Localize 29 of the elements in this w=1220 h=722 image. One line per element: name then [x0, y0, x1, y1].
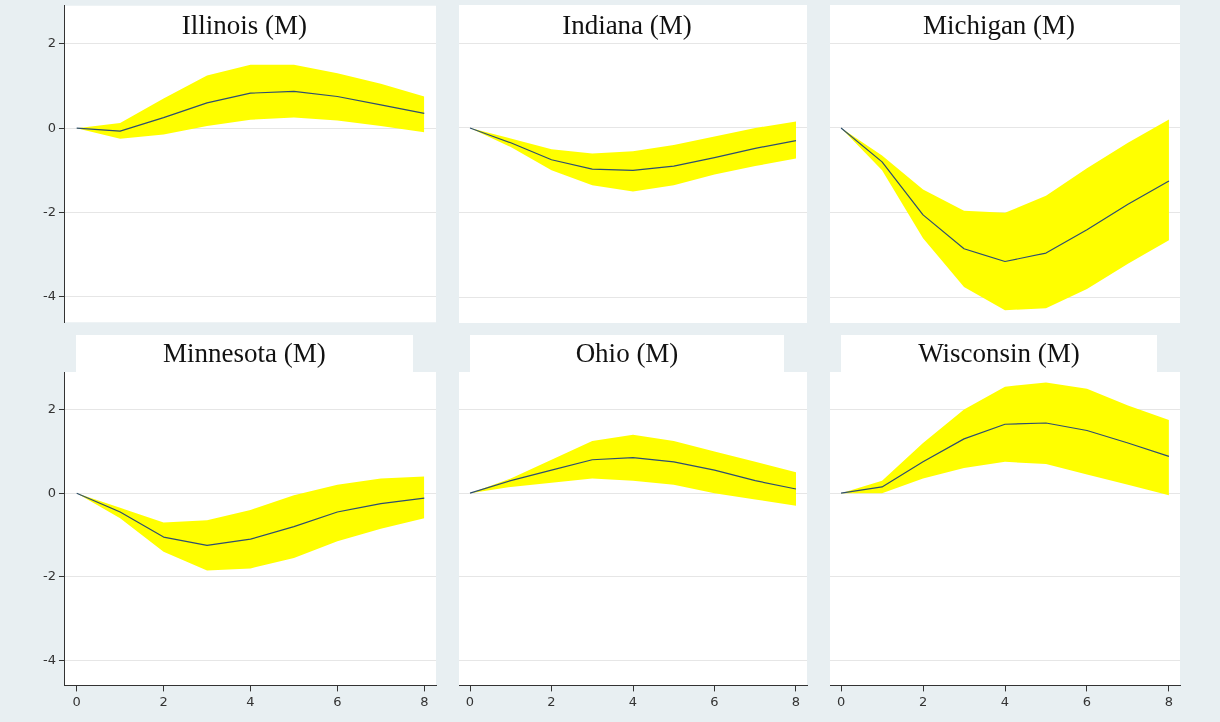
chart-title: Ohio (M)	[470, 335, 784, 372]
x-tick-label: 2	[547, 693, 556, 709]
y-tick-label: 0	[47, 119, 56, 135]
x-tick-label: 6	[333, 693, 342, 709]
x-tick-label: 6	[1082, 693, 1092, 709]
x-tick-label: 4	[246, 693, 255, 709]
x-tick-label: 8	[420, 693, 429, 709]
y-tick-label: -4	[42, 288, 56, 304]
y-tick-label: -2	[42, 203, 56, 219]
y-tick-label: -4	[42, 651, 56, 667]
x-tick-label: 0	[72, 693, 81, 709]
x-tick-label: 6	[710, 693, 719, 709]
x-tick-label: 4	[1000, 693, 1010, 709]
y-tick-label: 0	[47, 484, 56, 500]
x-tick-label: 8	[791, 693, 801, 709]
x-tick-label: 2	[918, 693, 928, 709]
x-tick-label: 0	[836, 693, 846, 709]
chart-title: Illinois (M)	[180, 9, 309, 43]
x-tick-label: 2	[159, 693, 168, 709]
chart-title: Wisconsin (M)	[841, 335, 1157, 372]
chart-title: Minnesota (M)	[75, 335, 413, 372]
y-tick-label: 2	[47, 35, 56, 51]
x-tick-label: 8	[1164, 693, 1174, 709]
y-tick-label: 2	[47, 400, 56, 416]
chart-title: Michigan (M)	[921, 8, 1077, 42]
chart-title: Indiana (M)	[561, 8, 693, 42]
x-tick-label: 4	[628, 693, 638, 709]
x-tick-label: 0	[465, 693, 475, 709]
y-tick-label: -2	[42, 568, 56, 584]
